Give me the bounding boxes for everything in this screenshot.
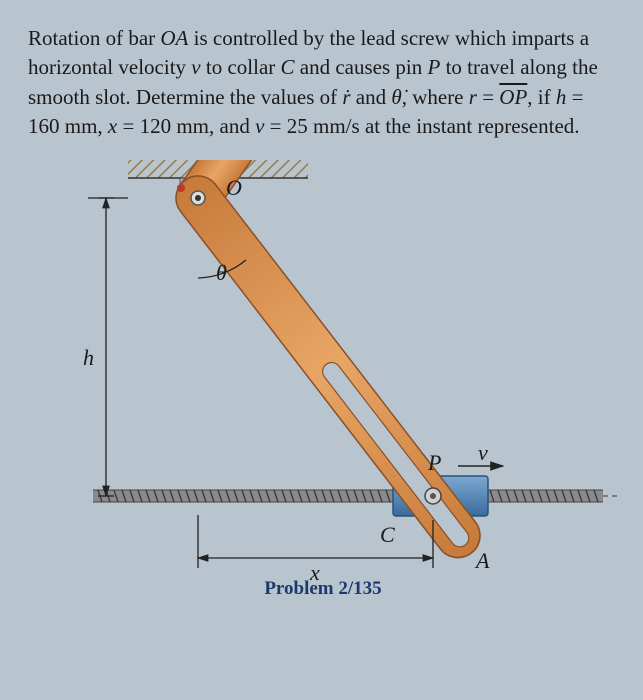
- problem-statement: Rotation of bar OA is controlled by the …: [28, 24, 615, 142]
- label-theta: θ: [216, 260, 227, 285]
- label-C: C: [380, 522, 395, 547]
- problem-caption: Problem 2/135: [264, 578, 381, 600]
- label-O: O: [226, 175, 242, 200]
- decorative-dot: [177, 184, 185, 192]
- label-h: h: [83, 345, 94, 370]
- pin-P: [425, 488, 441, 504]
- figure: O θ h P v C x A Problem 2/135: [28, 160, 618, 600]
- lead-screw: [93, 490, 618, 502]
- label-P: P: [427, 450, 441, 475]
- dim-h: [88, 198, 128, 496]
- label-v: v: [478, 440, 488, 465]
- label-A: A: [474, 548, 490, 573]
